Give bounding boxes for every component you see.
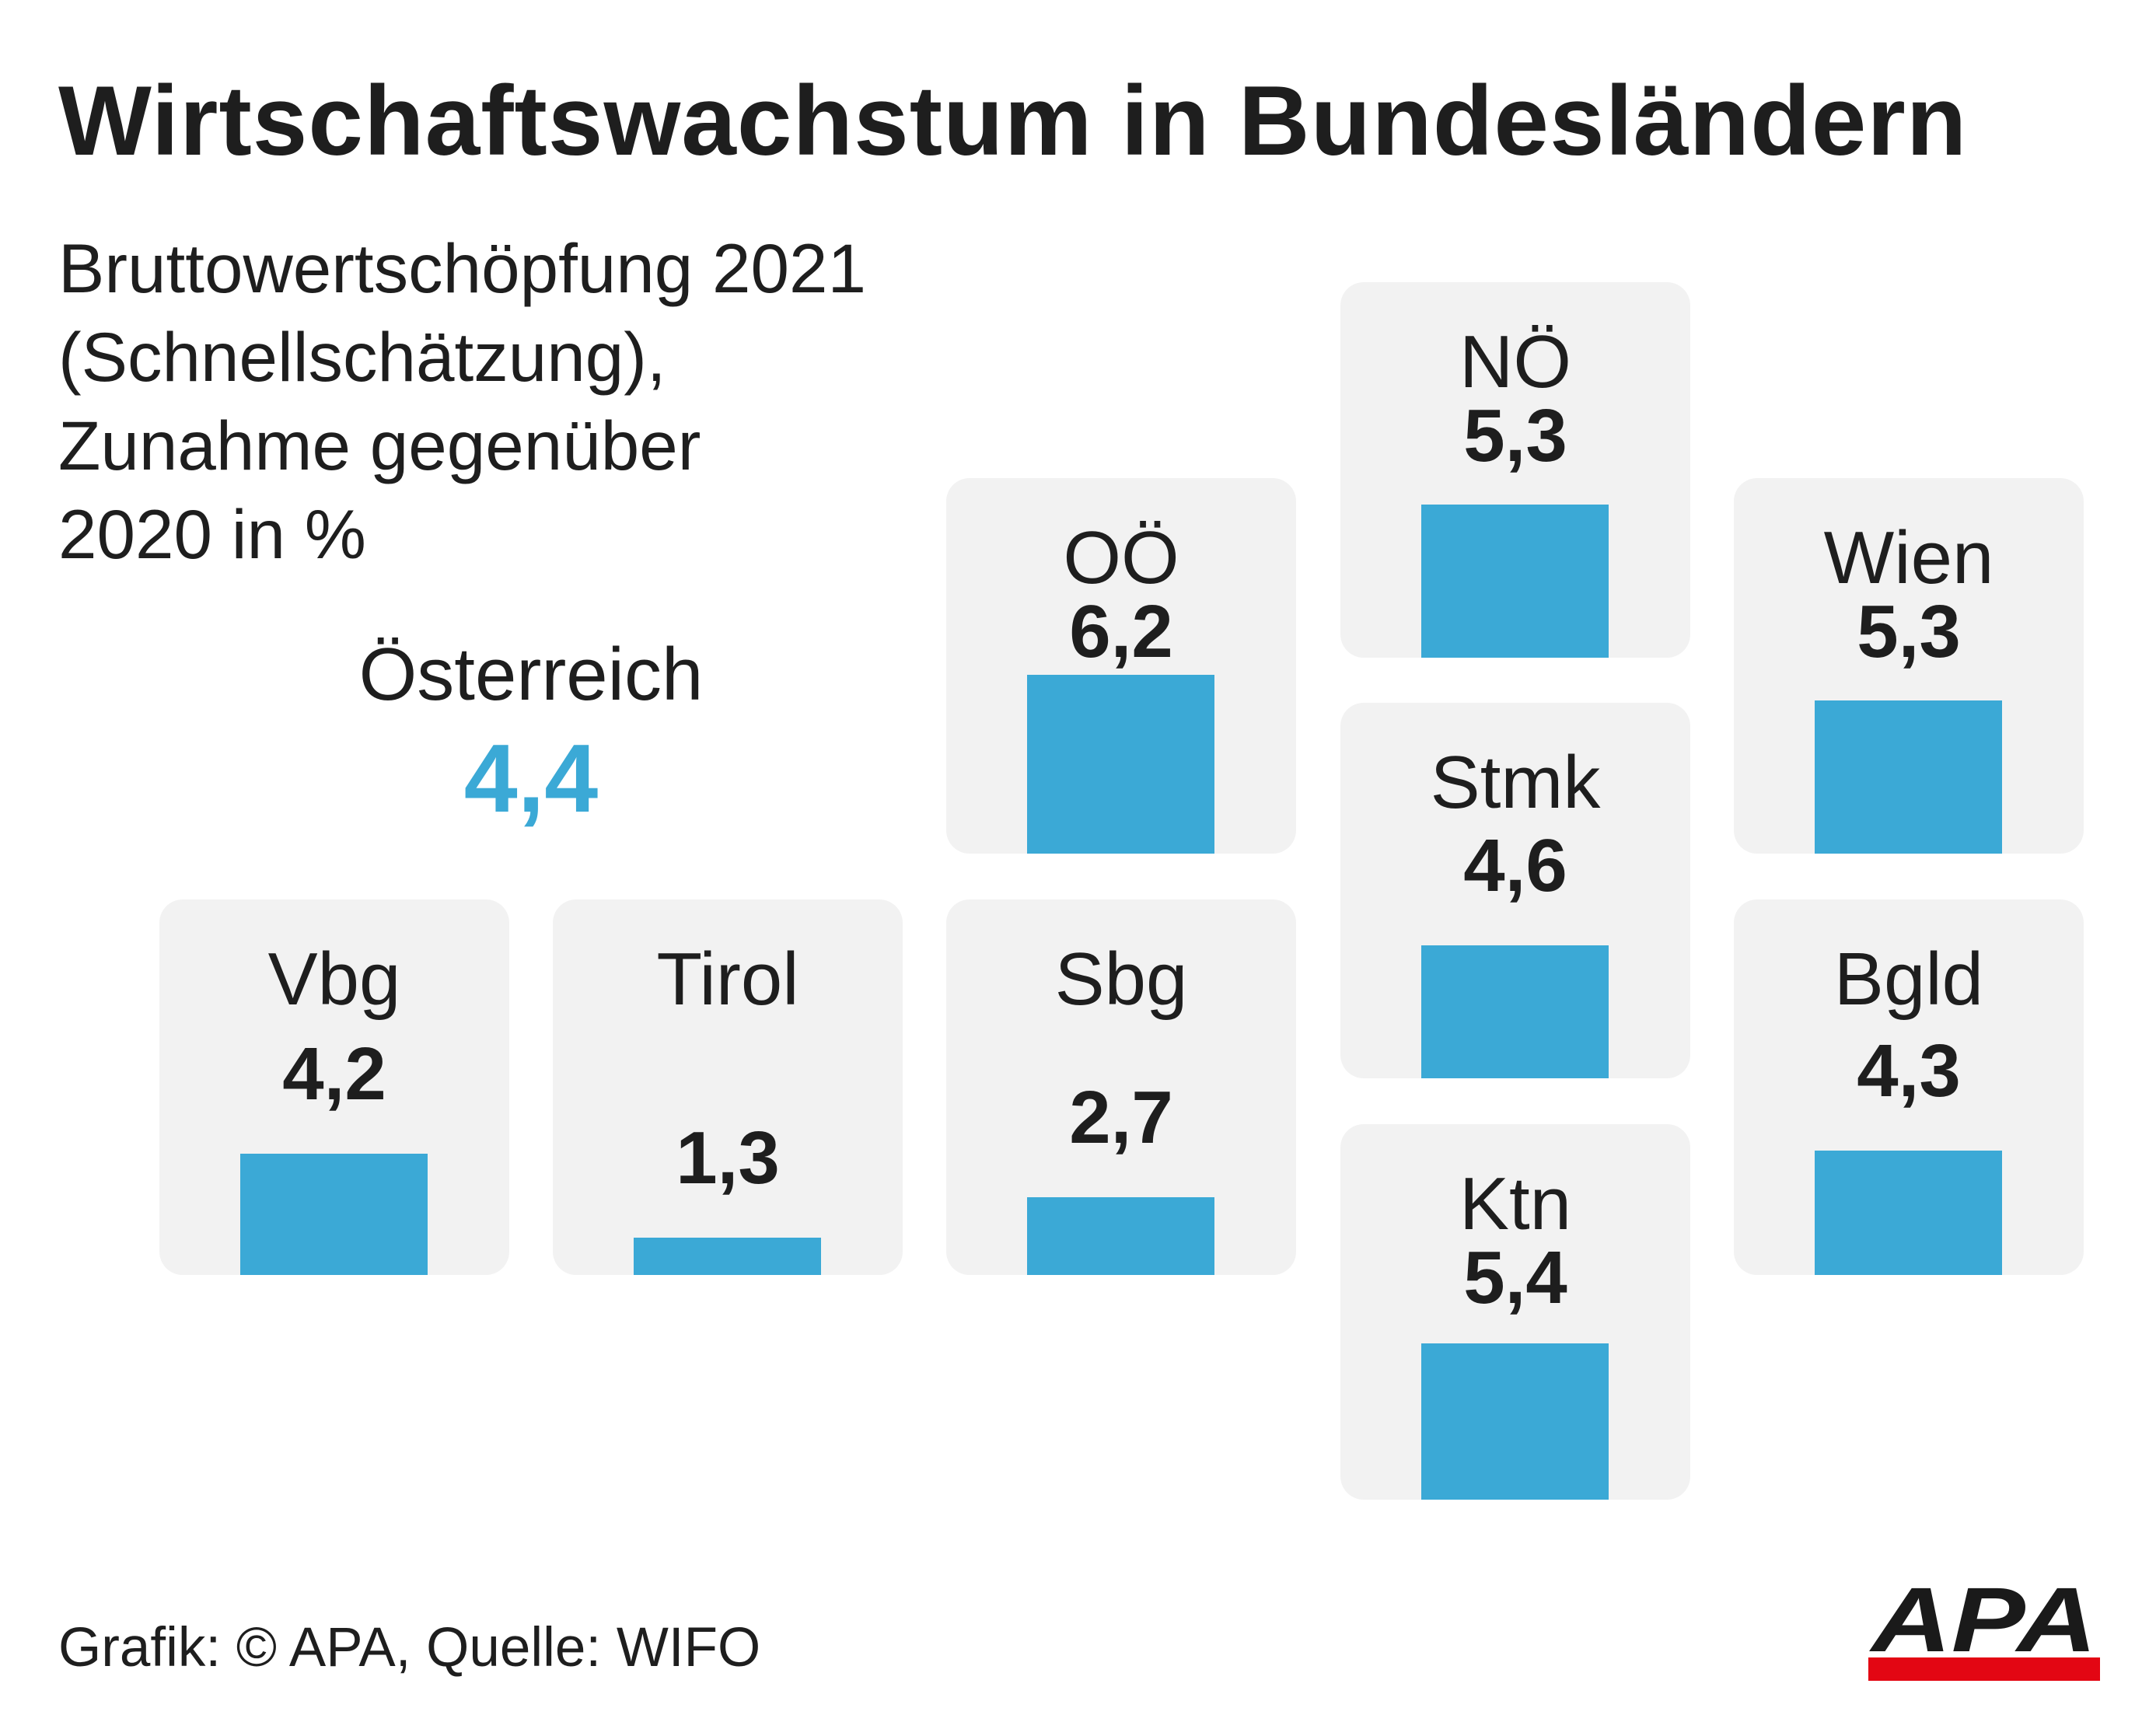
region-tile: Stmk 4,6 [1340,703,1690,1078]
subtitle-line: 2020 in % [58,495,366,573]
subtitle-line: (Schnellschätzung), [58,318,666,396]
region-tile: Vbg 4,2 [159,899,509,1275]
data-label: 6,2 [1069,590,1173,673]
bar [1027,1197,1214,1275]
subtitle-line: Bruttowertschöpfung 2021 [58,229,867,307]
data-label: 4,2 [282,1032,386,1116]
chart-subtitle: Bruttowertschöpfung 2021 (Schnellschätzu… [58,224,866,578]
region-name: Stmk [1430,741,1601,824]
chart-title: Wirtschaftswachstum in Bundesländern [58,65,1968,176]
region-name: Bgld [1833,938,1984,1021]
region-tile: Wien 5,3 [1734,478,2084,854]
data-label: 5,4 [1463,1236,1567,1319]
subtitle-line: Zunahme gegenüber [58,407,701,484]
data-label: 2,7 [1069,1076,1173,1159]
bar [1815,700,2002,854]
source-note: Grafik: © APA, Quelle: WIFO [58,1617,761,1678]
region-name: Sbg [1054,938,1188,1021]
region-name: OÖ [1063,516,1179,599]
region-name: Ktn [1459,1162,1572,1245]
svg-text:APA: APA [1868,1580,2097,1671]
region-tile: OÖ 6,2 [946,478,1296,854]
bar [634,1238,821,1275]
region-tile: Ktn 5,4 [1340,1124,1690,1500]
data-label: 4,3 [1857,1029,1961,1112]
region-name: NÖ [1459,320,1571,403]
data-label: 1,3 [676,1116,780,1200]
bar [1421,1343,1609,1500]
region-name: Wien [1823,516,1994,599]
bar [1027,675,1214,854]
data-label: 4,6 [1463,824,1567,907]
region-name: Vbg [267,938,401,1021]
apa-logo: APA [1868,1580,2100,1681]
region-tile: Sbg 2,7 [946,899,1296,1275]
bar [1421,505,1609,658]
total-label: Österreich [358,633,704,716]
bar [240,1154,428,1275]
region-tile: Tirol 1,3 [553,899,903,1275]
region-tile: Bgld 4,3 [1734,899,2084,1275]
bar [1421,945,1609,1078]
data-label: 5,3 [1857,590,1961,673]
bar [1815,1151,2002,1275]
total-value: 4,4 [463,725,599,833]
region-name: Tirol [656,938,799,1021]
region-tile: NÖ 5,3 [1340,282,1690,658]
data-label: 5,3 [1463,394,1567,477]
